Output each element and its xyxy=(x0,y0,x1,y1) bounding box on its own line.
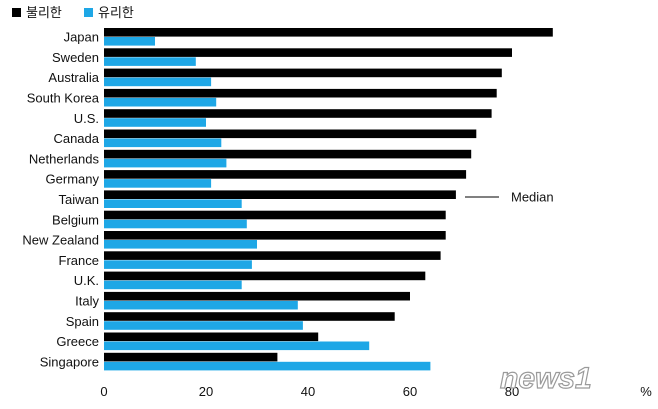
x-tick-label: 40 xyxy=(301,384,315,399)
bar-unfavorable-7 xyxy=(104,170,467,179)
bar-favorable-15 xyxy=(104,341,370,351)
watermark-text: news1 xyxy=(500,362,592,395)
bar-unfavorable-14 xyxy=(104,312,395,321)
category-label: South Korea xyxy=(27,91,100,106)
category-label: New Zealand xyxy=(22,233,99,248)
category-label: Sweden xyxy=(52,50,99,65)
bar-unfavorable-5 xyxy=(104,129,477,139)
watermark: news1 xyxy=(499,361,592,395)
category-label: Netherlands xyxy=(29,151,100,166)
x-tick-label: 80 xyxy=(505,384,519,399)
bar-favorable-7 xyxy=(104,179,212,188)
bar-favorable-1 xyxy=(104,57,196,66)
bar-favorable-14 xyxy=(104,321,303,330)
bar-unfavorable-0 xyxy=(104,28,553,37)
bar-unfavorable-2 xyxy=(104,68,502,78)
bar-favorable-5 xyxy=(104,138,222,148)
x-tick-label: 0 xyxy=(100,384,107,399)
bar-favorable-6 xyxy=(104,158,227,168)
category-label: Australia xyxy=(48,70,99,85)
category-label: France xyxy=(59,253,99,268)
bar-unfavorable-4 xyxy=(104,109,492,118)
category-label: Germany xyxy=(46,172,100,187)
bar-unfavorable-10 xyxy=(104,231,446,240)
bar-unfavorable-13 xyxy=(104,291,410,301)
legend-label-2: 유리한 xyxy=(98,5,134,20)
bar-favorable-13 xyxy=(104,300,298,310)
x-tick-label: 60 xyxy=(403,384,417,399)
bar-unfavorable-15 xyxy=(104,332,319,342)
legend-swatch-1 xyxy=(12,8,21,17)
category-label: Greece xyxy=(56,334,99,349)
category-label: Spain xyxy=(66,314,99,329)
bar-favorable-8 xyxy=(104,199,242,208)
category-labels: Japan Sweden Australia South Korea U.S. Canad… xyxy=(22,30,99,370)
bar-unfavorable-16 xyxy=(104,352,278,362)
bar-favorable-9 xyxy=(104,219,247,229)
category-label: Belgium xyxy=(52,212,99,227)
category-label: Canada xyxy=(53,131,99,146)
x-tick-suffix: % xyxy=(640,384,652,399)
x-axis: 0 20 40 60 80% xyxy=(100,384,652,399)
bar-unfavorable-1 xyxy=(104,48,512,57)
bar-unfavorable-8 xyxy=(104,190,456,199)
category-label: U.S. xyxy=(74,111,99,126)
bar-favorable-2 xyxy=(104,77,212,87)
category-label: Taiwan xyxy=(59,192,99,207)
median-label: Median xyxy=(511,190,554,205)
bar-favorable-16 xyxy=(104,361,431,371)
category-label: Italy xyxy=(75,294,99,309)
bar-favorable-4 xyxy=(104,118,206,127)
bar-favorable-12 xyxy=(104,280,242,290)
bar-unfavorable-6 xyxy=(104,149,472,159)
bars xyxy=(104,28,553,371)
legend-swatch-2 xyxy=(84,8,93,17)
x-tick-label: 20 xyxy=(199,384,213,399)
bar-unfavorable-3 xyxy=(104,88,497,98)
legend-label-1: 불리한 xyxy=(26,5,62,20)
bar-favorable-3 xyxy=(104,97,217,107)
category-label: Japan xyxy=(64,30,99,45)
category-label: Singapore xyxy=(40,354,99,369)
bar-favorable-11 xyxy=(104,260,252,269)
median-annotation: Median xyxy=(465,190,554,205)
bar-unfavorable-11 xyxy=(104,251,441,260)
bar-favorable-10 xyxy=(104,240,257,249)
category-label: U.K. xyxy=(74,273,99,288)
bar-favorable-0 xyxy=(104,37,155,46)
bar-unfavorable-9 xyxy=(104,210,446,220)
bar-unfavorable-12 xyxy=(104,271,426,281)
legend: 불리한 유리한 xyxy=(12,5,134,20)
